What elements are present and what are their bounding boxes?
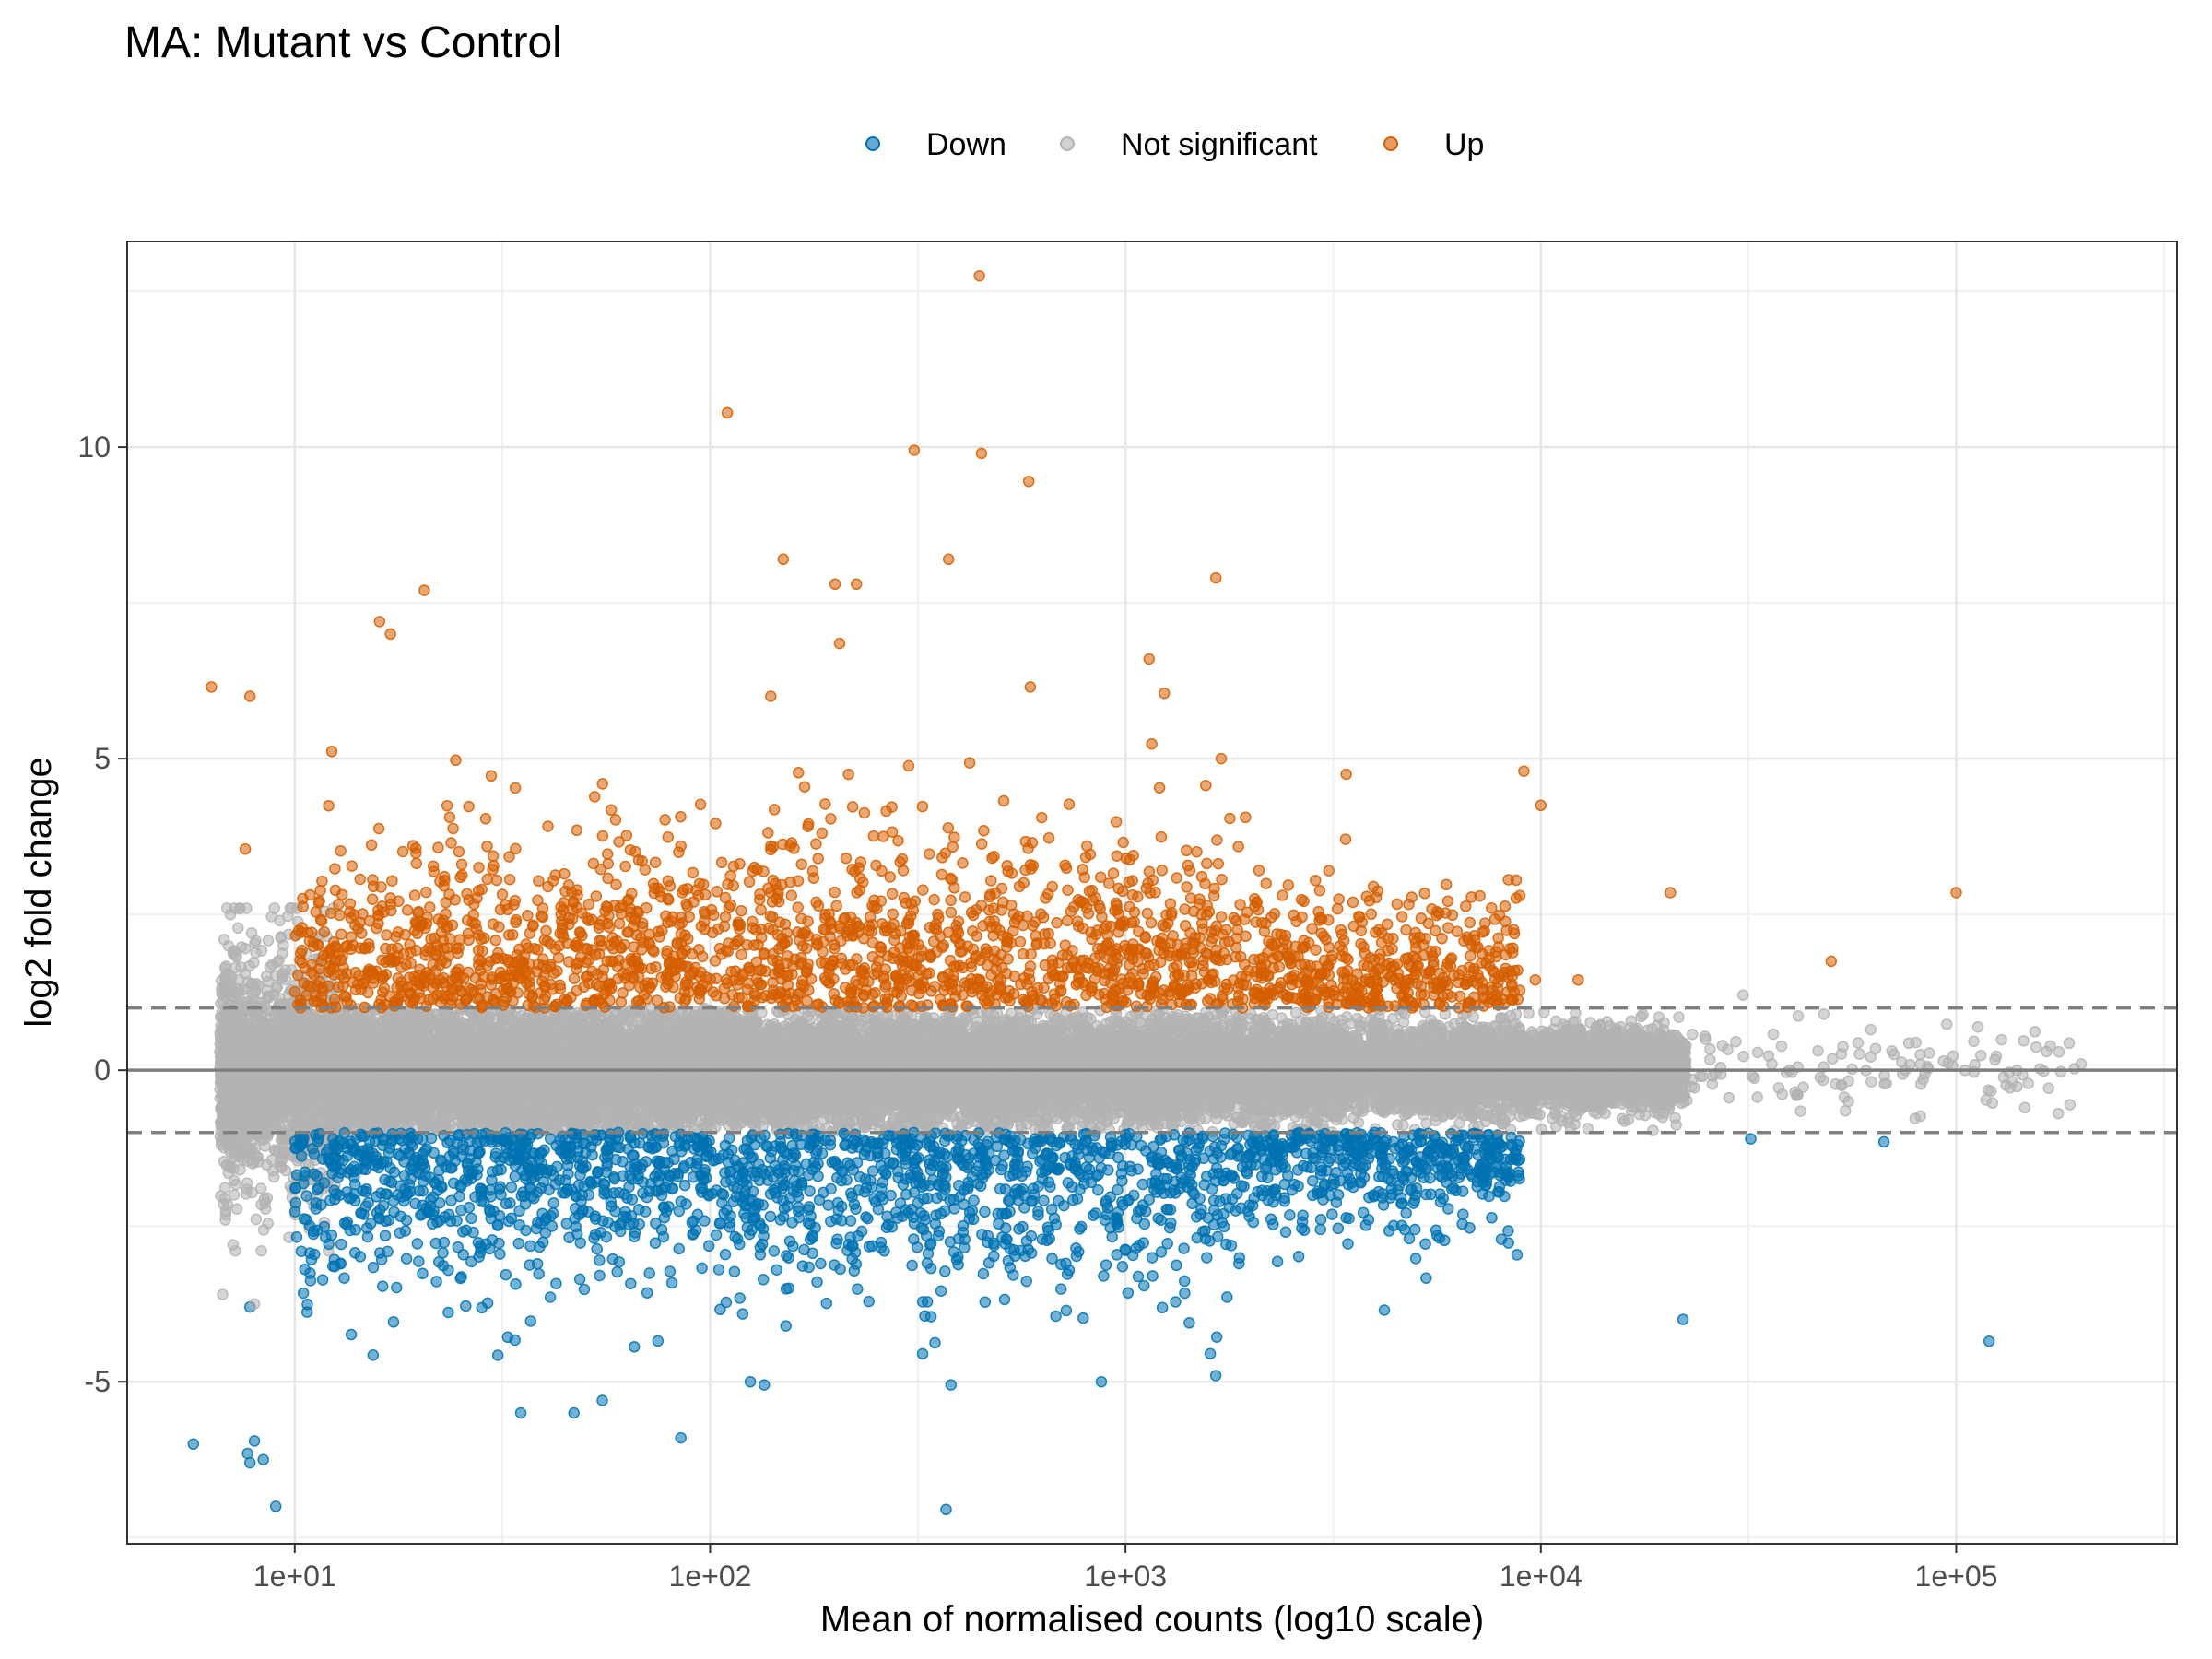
chart-title: MA: Mutant vs Control (124, 18, 562, 67)
legend-label-down: Down (926, 127, 1006, 162)
data-points (187, 269, 2088, 1516)
point-not-significant (1670, 1119, 1682, 1131)
point-not-significant (1635, 1010, 1647, 1023)
legend-label-up: Up (1444, 127, 1484, 162)
legend-key-not-significant (1060, 136, 1075, 151)
point-not-significant (1673, 1011, 1685, 1023)
legend-label-not-significant: Not significant (1121, 127, 1318, 162)
legend-key-up (1383, 136, 1398, 151)
legend-key-down (865, 136, 880, 151)
legend: Down Not significant Up (865, 127, 1484, 162)
